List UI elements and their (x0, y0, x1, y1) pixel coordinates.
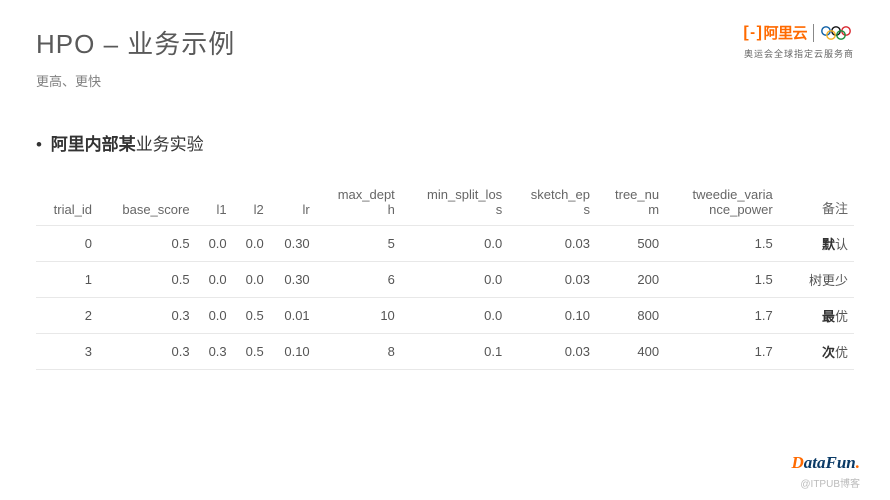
cell-trial_id: 1 (36, 262, 98, 298)
col-min-split-loss: min_split_loss (401, 179, 508, 226)
datafun-rest: ataFun (804, 453, 856, 472)
cell-l1: 0.0 (196, 298, 233, 334)
col-l1: l1 (196, 179, 233, 226)
footer: DataFun. @ITPUB博客 (791, 453, 860, 490)
col-lr: lr (270, 179, 316, 226)
logo-bracket-left: [ (743, 24, 748, 42)
cell-max_depth: 5 (316, 226, 401, 262)
cell-tweedie_variance_power: 1.7 (665, 334, 779, 370)
cell-sketch_eps: 0.03 (508, 262, 596, 298)
cell-trial_id: 2 (36, 298, 98, 334)
datafun-dot: . (856, 453, 860, 472)
col-trial-id: trial_id (36, 179, 98, 226)
cell-tweedie_variance_power: 1.7 (665, 298, 779, 334)
cell-min_split_loss: 0.1 (401, 334, 508, 370)
brand-tagline: 奥运会全球指定云服务商 (743, 47, 854, 60)
olympic-rings-icon (820, 25, 854, 41)
cell-l2: 0.5 (233, 298, 270, 334)
cell-note: 树更少 (779, 262, 854, 298)
cell-min_split_loss: 0.0 (401, 298, 508, 334)
table-row: 10.50.00.00.3060.00.032001.5树更少 (36, 262, 854, 298)
logo-bracket-right: ] (757, 24, 762, 42)
cell-note: 最优 (779, 298, 854, 334)
cell-sketch_eps: 0.03 (508, 334, 596, 370)
slide-title: HPO – 业务示例 (36, 24, 854, 61)
cell-tree_num: 800 (596, 298, 665, 334)
table-row: 20.30.00.50.01100.00.108001.7最优 (36, 298, 854, 334)
logo-divider (813, 24, 814, 42)
cell-note: 次优 (779, 334, 854, 370)
cell-trial_id: 0 (36, 226, 98, 262)
cell-max_depth: 10 (316, 298, 401, 334)
cell-tweedie_variance_power: 1.5 (665, 226, 779, 262)
bullet-text-bold: 阿里内部某 (51, 135, 136, 154)
watermark: @ITPUB博客 (800, 475, 860, 490)
col-tweedie: tweedie_variance_power (665, 179, 779, 226)
table-row: 30.30.30.50.1080.10.034001.7次优 (36, 334, 854, 370)
section-bullet: • 阿里内部某业务实验 (36, 130, 854, 155)
bullet-dot: • (36, 135, 42, 154)
cell-l1: 0.3 (196, 334, 233, 370)
cell-lr: 0.30 (270, 226, 316, 262)
cell-lr: 0.10 (270, 334, 316, 370)
col-l2: l2 (233, 179, 270, 226)
logo-dash: - (750, 24, 755, 41)
datafun-d: D (791, 453, 803, 472)
cell-max_depth: 8 (316, 334, 401, 370)
cell-base_score: 0.3 (98, 334, 196, 370)
cell-note: 默认 (779, 226, 854, 262)
brand-logo-row: [-] 阿里云 (743, 22, 854, 43)
col-tree-num: tree_num (596, 179, 665, 226)
cell-sketch_eps: 0.10 (508, 298, 596, 334)
bullet-text-rest: 业务实验 (136, 135, 204, 154)
brand-logo-block: [-] 阿里云 奥运会全球指定云服务商 (743, 22, 854, 60)
cell-l2: 0.5 (233, 334, 270, 370)
cell-l2: 0.0 (233, 262, 270, 298)
cell-base_score: 0.5 (98, 226, 196, 262)
col-max-depth: max_depth (316, 179, 401, 226)
cell-max_depth: 6 (316, 262, 401, 298)
cell-l2: 0.0 (233, 226, 270, 262)
alibaba-cloud-logo: [-] 阿里云 (743, 22, 807, 43)
cell-min_split_loss: 0.0 (401, 262, 508, 298)
datafun-logo: DataFun. (791, 453, 860, 473)
cell-tree_num: 500 (596, 226, 665, 262)
table-header: trial_id base_score l1 l2 lr max_depth m… (36, 179, 854, 226)
cell-min_split_loss: 0.0 (401, 226, 508, 262)
cell-trial_id: 3 (36, 334, 98, 370)
table-row: 00.50.00.00.3050.00.035001.5默认 (36, 226, 854, 262)
slide-subtitle: 更高、更快 (36, 71, 854, 90)
cell-sketch_eps: 0.03 (508, 226, 596, 262)
cell-base_score: 0.3 (98, 298, 196, 334)
cell-l1: 0.0 (196, 226, 233, 262)
cell-lr: 0.30 (270, 262, 316, 298)
cell-base_score: 0.5 (98, 262, 196, 298)
cell-lr: 0.01 (270, 298, 316, 334)
cell-l1: 0.0 (196, 262, 233, 298)
slide-root: [-] 阿里云 奥运会全球指定云服务商 HPO – 业务示例 更高、更快 • 阿… (0, 0, 890, 500)
alibaba-cloud-logo-text: 阿里云 (763, 22, 807, 43)
col-sketch-eps: sketch_eps (508, 179, 596, 226)
table-header-row: trial_id base_score l1 l2 lr max_depth m… (36, 179, 854, 226)
experiment-table: trial_id base_score l1 l2 lr max_depth m… (36, 179, 854, 370)
col-base-score: base_score (98, 179, 196, 226)
cell-tree_num: 200 (596, 262, 665, 298)
cell-tree_num: 400 (596, 334, 665, 370)
cell-tweedie_variance_power: 1.5 (665, 262, 779, 298)
col-note: 备注 (779, 179, 854, 226)
table-body: 00.50.00.00.3050.00.035001.5默认10.50.00.0… (36, 226, 854, 370)
